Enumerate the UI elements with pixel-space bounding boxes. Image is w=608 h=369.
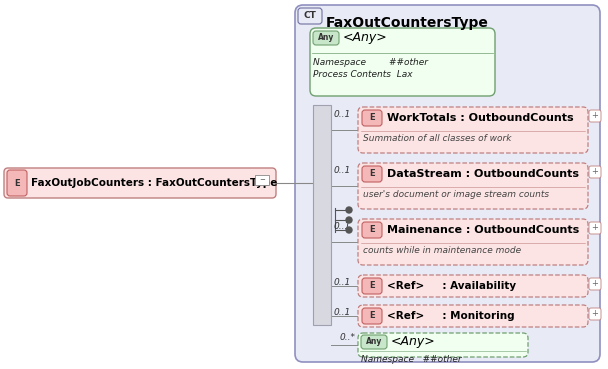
FancyBboxPatch shape [589,222,601,234]
Text: +: + [592,224,598,232]
Circle shape [346,227,352,233]
FancyBboxPatch shape [589,278,601,290]
Text: 0..1: 0..1 [334,110,351,119]
Text: user's document or image stream counts: user's document or image stream counts [363,190,549,199]
Text: <Any>: <Any> [391,335,436,348]
FancyBboxPatch shape [358,275,588,297]
FancyBboxPatch shape [313,31,339,45]
FancyBboxPatch shape [589,110,601,122]
FancyBboxPatch shape [7,170,27,196]
FancyBboxPatch shape [358,305,588,327]
Text: FaxOutCountersType: FaxOutCountersType [326,16,489,30]
FancyBboxPatch shape [310,28,495,96]
FancyBboxPatch shape [358,107,588,153]
Text: <Ref>     : Monitoring: <Ref> : Monitoring [387,311,514,321]
Text: 0..*: 0..* [340,334,356,342]
Text: Namespace        ##other: Namespace ##other [313,58,428,67]
Text: +: + [592,279,598,289]
Text: +: + [592,310,598,318]
Text: Summation of all classes of work: Summation of all classes of work [363,134,511,143]
Text: E: E [369,225,375,235]
FancyBboxPatch shape [362,278,382,294]
FancyBboxPatch shape [362,110,382,126]
Text: Any: Any [366,338,382,346]
Text: +: + [592,168,598,176]
Text: <Any>: <Any> [343,31,388,45]
Text: 0..1: 0..1 [334,278,351,287]
Text: E: E [369,114,375,123]
Text: 0..1: 0..1 [334,308,351,317]
FancyBboxPatch shape [362,166,382,182]
FancyBboxPatch shape [589,308,601,320]
Text: DataStream : OutboundCounts: DataStream : OutboundCounts [387,169,579,179]
Text: counts while in maintenance mode: counts while in maintenance mode [363,246,521,255]
Text: CT: CT [303,11,316,21]
FancyBboxPatch shape [362,308,382,324]
Text: 0..1: 0..1 [334,166,351,175]
Text: FaxOutJobCounters : FaxOutCountersType: FaxOutJobCounters : FaxOutCountersType [31,178,277,188]
Text: Process Contents  Lax: Process Contents Lax [313,70,413,79]
FancyBboxPatch shape [358,333,528,357]
FancyBboxPatch shape [362,222,382,238]
Circle shape [346,217,352,223]
Text: −: − [259,177,265,183]
Bar [255,175,269,185]
Bar [313,105,331,325]
Text: E: E [369,282,375,290]
FancyBboxPatch shape [298,8,322,24]
Circle shape [346,207,352,213]
Text: <Ref>     : Availability: <Ref> : Availability [387,281,516,291]
Text: +: + [592,111,598,121]
Text: Any: Any [318,34,334,42]
Text: Namespace   ##other: Namespace ##other [361,355,461,364]
FancyBboxPatch shape [295,5,600,362]
FancyBboxPatch shape [4,168,276,198]
FancyBboxPatch shape [361,335,387,349]
Text: 0..1: 0..1 [334,222,351,231]
Text: E: E [369,169,375,179]
Text: WorkTotals : OutboundCounts: WorkTotals : OutboundCounts [387,113,573,123]
FancyBboxPatch shape [589,166,601,178]
Text: Mainenance : OutboundCounts: Mainenance : OutboundCounts [387,225,579,235]
FancyBboxPatch shape [358,219,588,265]
Text: E: E [14,179,20,187]
FancyBboxPatch shape [358,163,588,209]
Text: E: E [369,311,375,321]
